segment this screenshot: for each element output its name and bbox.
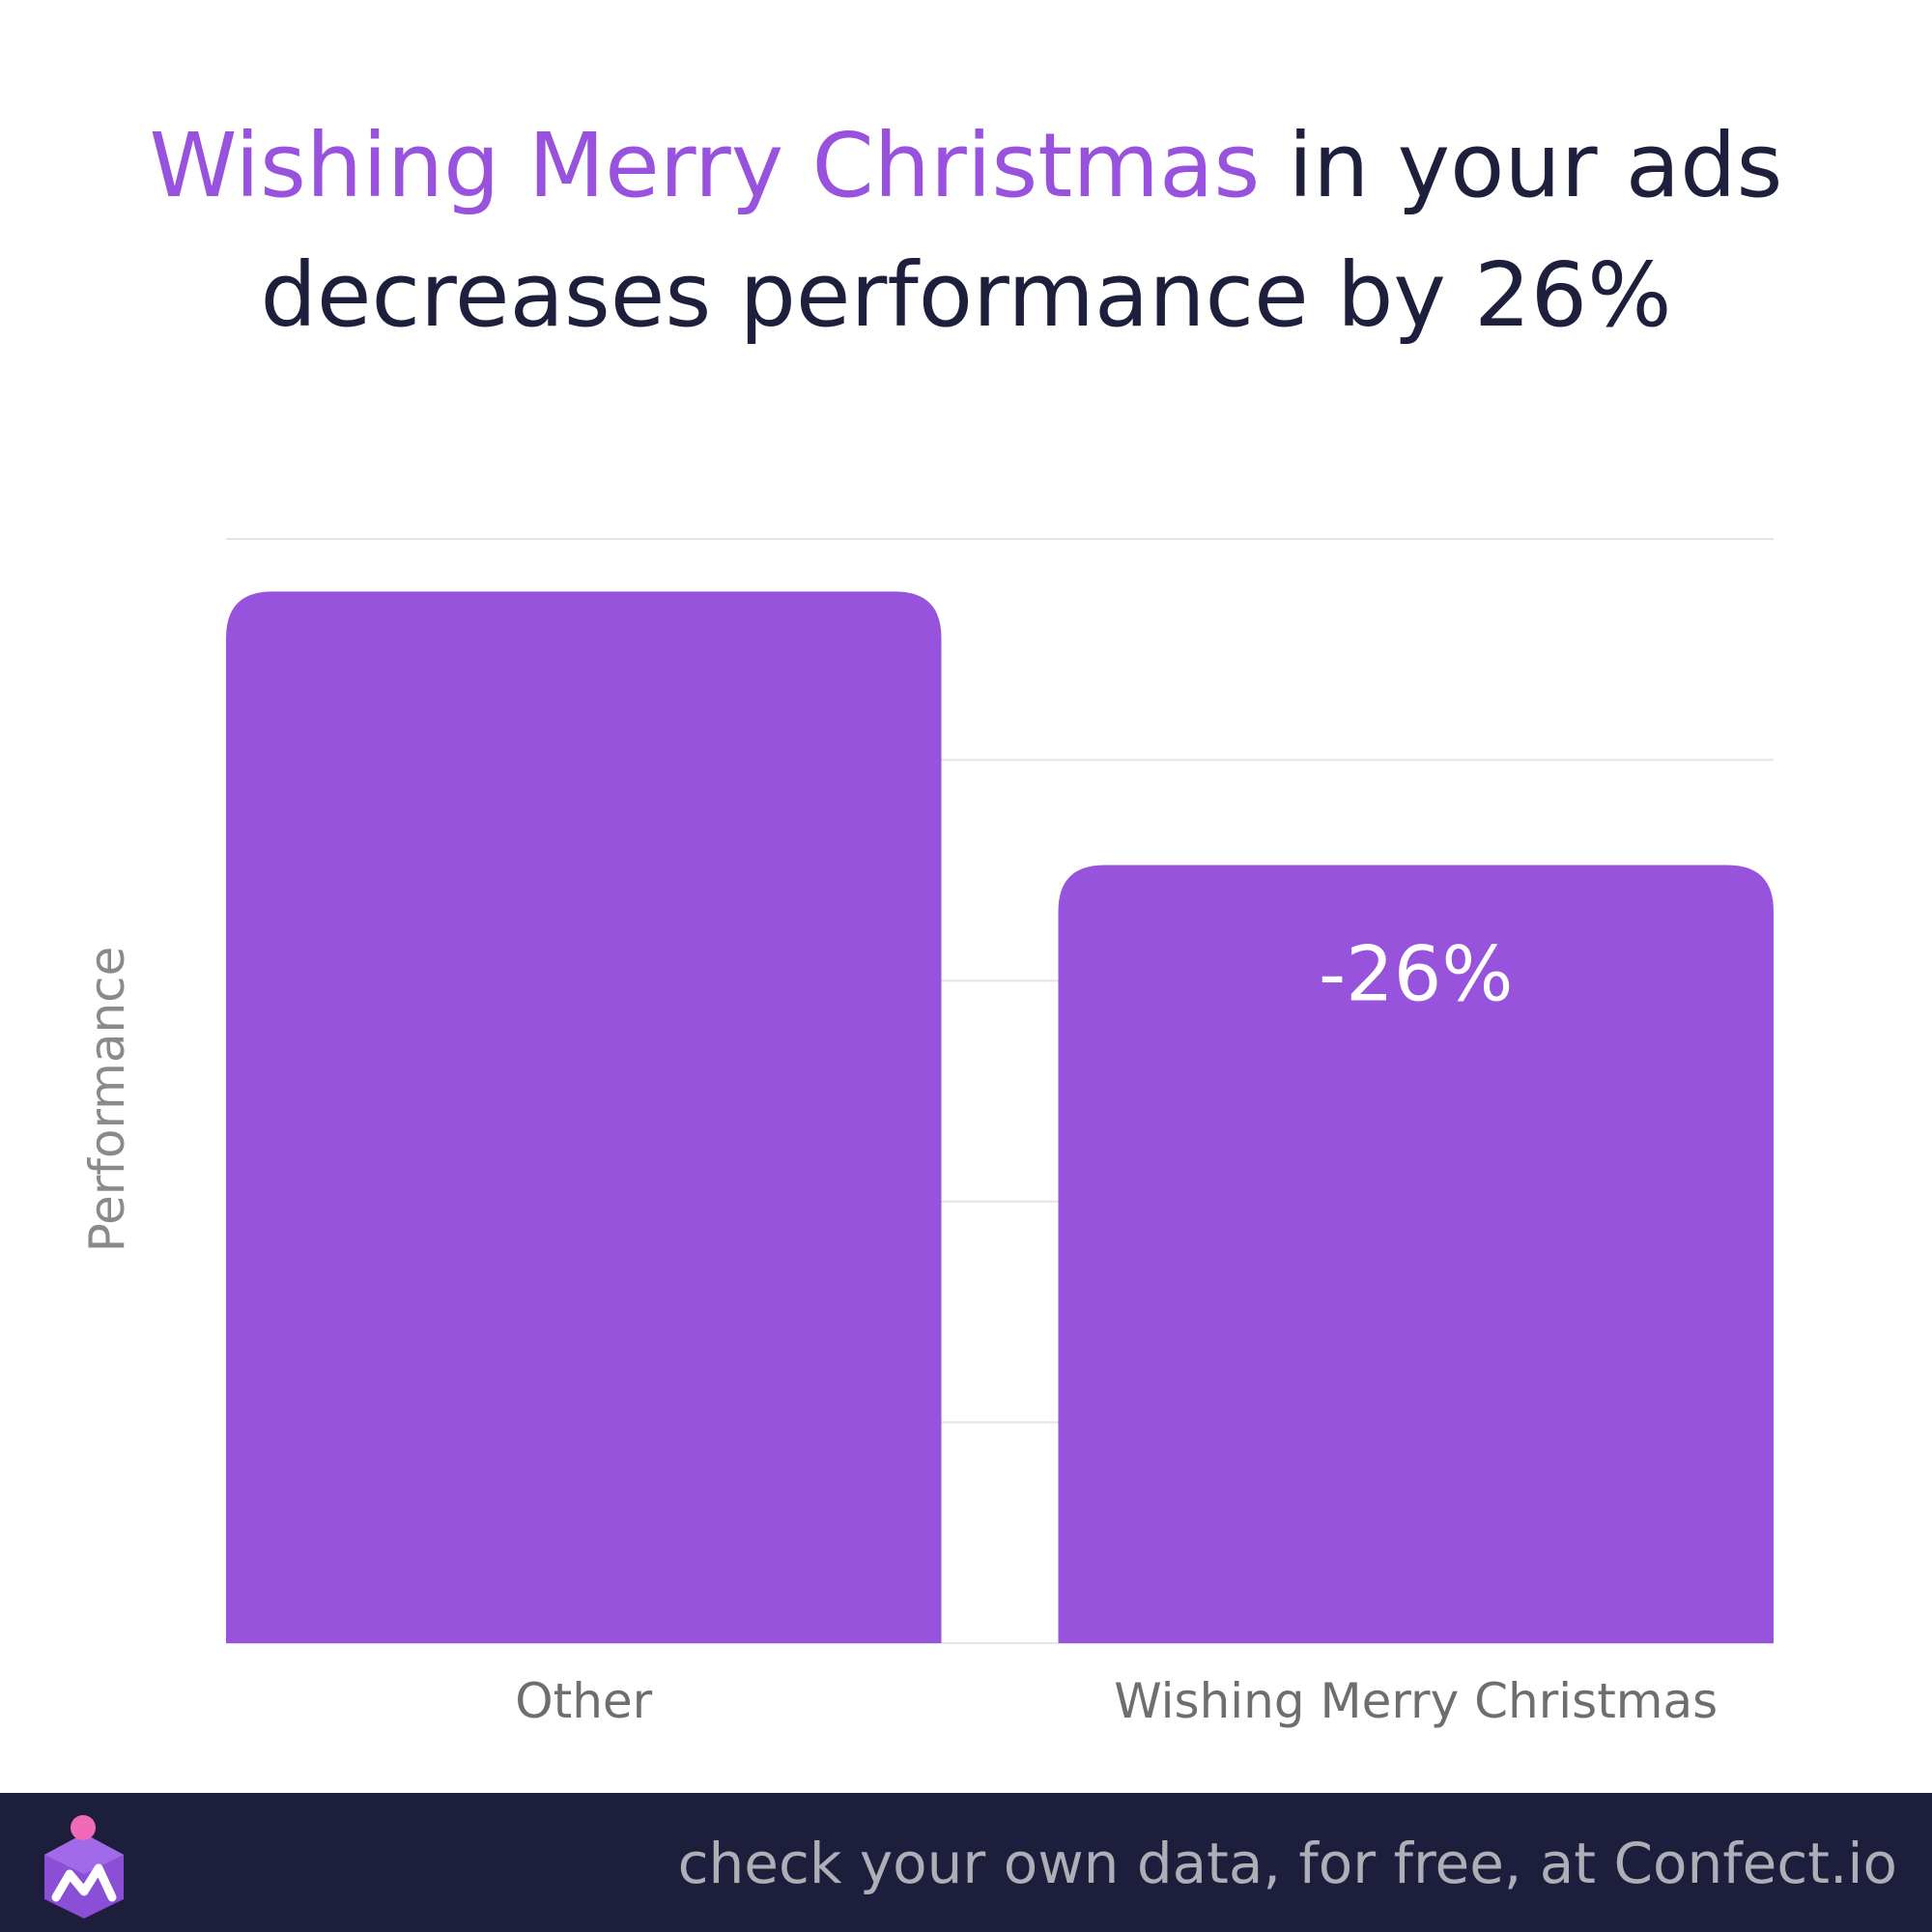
labels: Other Wishing Merry Christmas -26% xyxy=(515,931,1718,1729)
bar-other xyxy=(226,591,942,1643)
footer-bar: check your own data, for free, at Confec… xyxy=(0,1793,1932,1932)
footer-tagline: check your own data, for free, at Confec… xyxy=(677,1831,1897,1896)
chart-title: Wishing Merry Christmas in your ads decr… xyxy=(0,101,1932,360)
data-label: -26% xyxy=(1319,931,1514,1018)
x-tick-label: Other xyxy=(515,1673,652,1729)
confect-logo-icon xyxy=(44,1815,124,1918)
title-line2: decreases performance by 26% xyxy=(260,243,1672,347)
bars xyxy=(226,591,1774,1643)
bar-wishing-merry-christmas xyxy=(1058,865,1774,1643)
title-rest-line1: in your ads xyxy=(1260,114,1783,217)
x-tick-label: Wishing Merry Christmas xyxy=(1114,1673,1718,1729)
title-highlight: Wishing Merry Christmas xyxy=(149,114,1261,217)
y-axis-label: Performance xyxy=(79,947,135,1253)
